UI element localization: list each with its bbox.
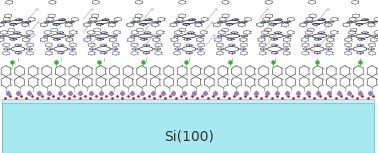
FancyBboxPatch shape	[2, 103, 374, 153]
FancyBboxPatch shape	[2, 99, 374, 103]
Text: Si(100): Si(100)	[164, 130, 214, 144]
